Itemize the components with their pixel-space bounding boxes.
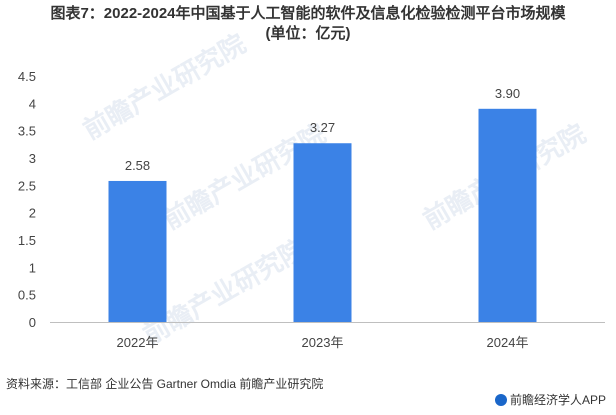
- y-axis: 0 0.5 1 1.5 2 2.5 3 3.5 4 4.5: [18, 69, 36, 330]
- x-tick-label: 2023年: [302, 335, 344, 350]
- y-tick-label: 0: [29, 315, 36, 330]
- brand-logo-icon: [494, 394, 507, 406]
- brand-text: 前瞻经济学人APP: [509, 393, 606, 407]
- bar-value-label: 3.27: [310, 120, 335, 135]
- watermark-text: 前瞻产业研究院: [78, 28, 251, 145]
- source-note: 资料来源：工信部 企业公告 Gartner Omdia 前瞻产业研究院: [6, 377, 324, 391]
- bar-series: 2.58 3.27 3.90: [108, 86, 537, 322]
- y-tick-label: 3: [29, 151, 36, 166]
- bar-value-label: 3.90: [495, 86, 520, 101]
- chart-title: 图表7：2022-2024年中国基于人工智能的软件及信息化检验检测平台市场规模 …: [0, 4, 616, 44]
- bar: [478, 108, 537, 322]
- bar: [293, 143, 352, 322]
- x-tick-label: 2022年: [117, 335, 159, 350]
- y-tick-label: 2.5: [18, 178, 36, 193]
- y-tick-label: 3.5: [18, 124, 36, 139]
- chart-title-line2: (单位：亿元): [265, 25, 351, 42]
- x-tick-label: 2024年: [487, 335, 529, 350]
- bar-value-label: 2.58: [125, 158, 150, 173]
- y-tick-label: 4.5: [18, 69, 36, 84]
- y-tick-label: 2: [29, 206, 36, 221]
- y-tick-label: 1.5: [18, 233, 36, 248]
- x-axis: 2022年 2023年 2024年: [117, 335, 529, 350]
- y-tick-label: 4: [29, 96, 36, 111]
- bar: [108, 180, 167, 322]
- y-tick-label: 0.5: [18, 288, 36, 303]
- y-tick-label: 1: [29, 260, 36, 275]
- brand-label: 前瞻经济学人APP: [494, 391, 606, 408]
- chart-title-line1: 图表7：2022-2024年中国基于人工智能的软件及信息化检验检测平台市场规模: [50, 5, 566, 22]
